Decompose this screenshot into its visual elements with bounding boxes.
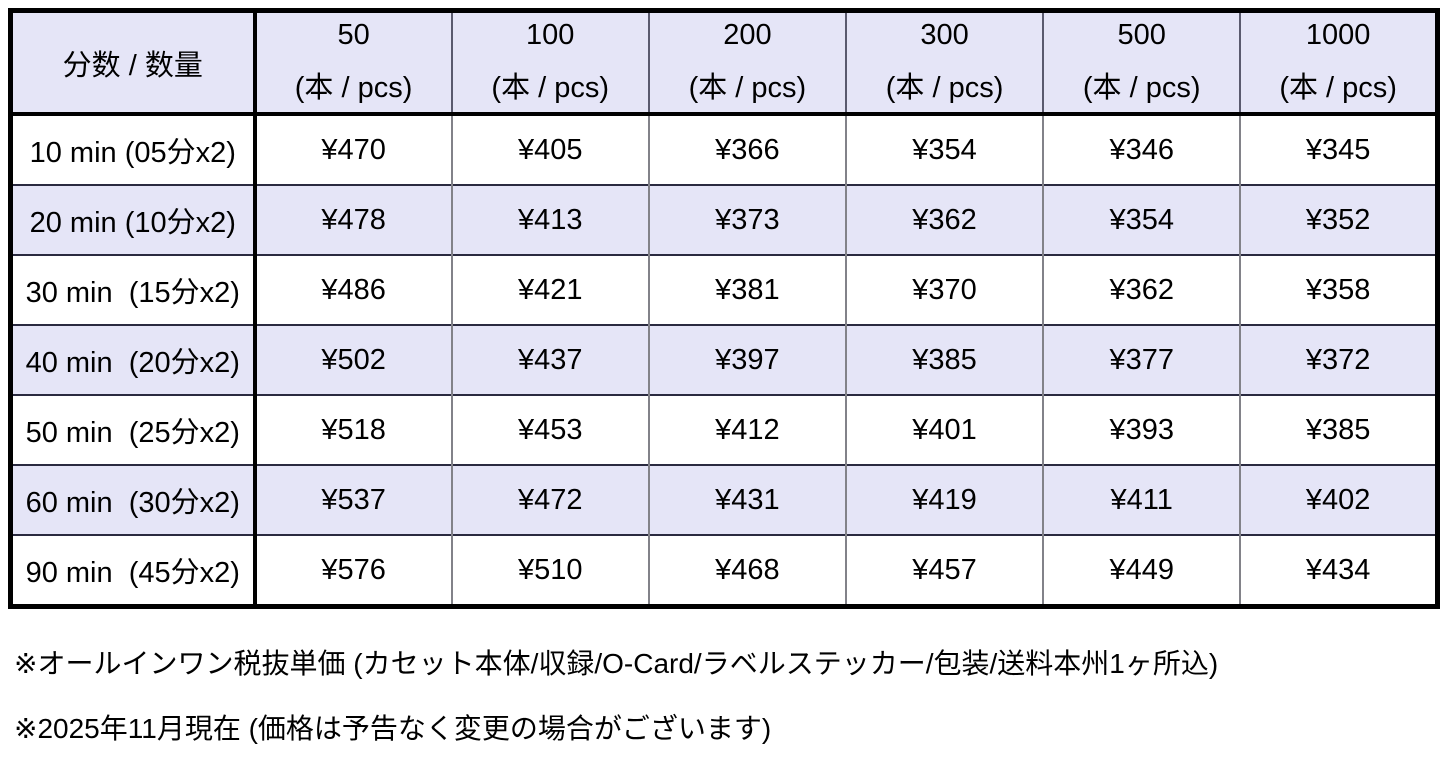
quantity-column-header: 1000 (本 / pcs): [1239, 10, 1438, 116]
table-row: 90 min (45分x2) ¥576 ¥510 ¥468 ¥457 ¥449 ¥434: [10, 534, 1438, 607]
price-cell: ¥358: [1239, 254, 1438, 325]
quantity-value: 500: [1117, 19, 1166, 51]
price-cell: ¥419: [844, 464, 1044, 535]
price-cell: ¥346: [1042, 113, 1241, 185]
price-cell: ¥457: [844, 534, 1044, 607]
price-cell: ¥537: [253, 464, 452, 535]
quantity-unit-label: (本 / pcs): [688, 72, 807, 104]
price-cell: ¥393: [1042, 394, 1241, 465]
quantity-column-header: 500 (本 / pcs): [1042, 10, 1241, 116]
price-cell: ¥437: [450, 324, 649, 395]
table-row: 10 min (05分x2) ¥470 ¥405 ¥366 ¥354 ¥346 ¥345: [10, 113, 1438, 185]
duration-label: 30 min (15分x2): [10, 254, 257, 325]
price-cell: ¥486: [253, 254, 452, 325]
price-cell: ¥421: [450, 254, 649, 325]
table-row: 30 min (15分x2) ¥486 ¥421 ¥381 ¥370 ¥362 ¥358: [10, 254, 1438, 325]
price-cell: ¥354: [1042, 184, 1241, 255]
quantity-value: 50: [337, 19, 370, 51]
footnote-price-date: ※2025年11月現在 (価格は予告なく変更の場合がございます): [14, 713, 772, 744]
price-cell: ¥385: [844, 324, 1044, 395]
price-cell: ¥412: [647, 394, 846, 465]
price-cell: ¥377: [1042, 324, 1241, 395]
price-cell: ¥345: [1239, 113, 1438, 185]
quantity-value: 300: [920, 19, 969, 51]
table-row: 20 min (10分x2) ¥478 ¥413 ¥373 ¥362 ¥354 ¥352: [10, 184, 1438, 255]
footnotes: ※オールインワン税抜単価 (カセット本体/収録/O-Card/ラベルステッカー/…: [14, 646, 1218, 747]
price-cell: ¥431: [647, 464, 846, 535]
price-cell: ¥453: [450, 394, 649, 465]
quantity-unit-label: (本 / pcs): [491, 72, 610, 104]
price-cell: ¥468: [647, 534, 846, 607]
price-cell: ¥510: [450, 534, 649, 607]
price-cell: ¥362: [1042, 254, 1241, 325]
quantity-value: 100: [526, 19, 575, 51]
quantity-column-header: 50 (本 / pcs): [253, 10, 452, 116]
table-body: 10 min (05分x2) ¥470 ¥405 ¥366 ¥354 ¥346 ¥345 20…: [10, 113, 1438, 607]
price-cell: ¥370: [844, 254, 1044, 325]
quantity-value: 1000: [1305, 19, 1371, 51]
quantity-column-header: 300 (本 / pcs): [844, 10, 1044, 116]
quantity-column-header: 200 (本 / pcs): [647, 10, 846, 116]
header-row: 分数 / 数量 50 (本 / pcs) 100 (本 / pcs) 200 (本 / pc…: [10, 10, 1438, 116]
price-cell: ¥449: [1042, 534, 1241, 607]
footnote-pricing-terms: ※オールインワン税抜単価 (カセット本体/収録/O-Card/ラベルステッカー/…: [14, 648, 1219, 679]
price-cell: ¥478: [253, 184, 452, 255]
duration-label: 60 min (30分x2): [10, 464, 257, 535]
price-cell: ¥518: [253, 394, 452, 465]
price-cell: ¥405: [450, 113, 649, 185]
table-row: 50 min (25分x2) ¥518 ¥453 ¥412 ¥401 ¥393 ¥385: [10, 394, 1438, 465]
duration-label: 90 min (45分x2): [10, 534, 257, 607]
price-cell: ¥366: [647, 113, 846, 185]
quantity-unit-label: (本 / pcs): [885, 72, 1004, 104]
duration-label: 10 min (05分x2): [10, 113, 257, 185]
price-cell: ¥576: [253, 534, 452, 607]
price-cell: ¥470: [253, 113, 452, 185]
corner-header-label: 分数 / 数量: [10, 10, 257, 116]
price-cell: ¥385: [1239, 394, 1438, 465]
price-cell: ¥362: [844, 184, 1044, 255]
table-row: 60 min (30分x2) ¥537 ¥472 ¥431 ¥419 ¥411 ¥402: [10, 464, 1438, 535]
quantity-unit-label: (本 / pcs): [1082, 72, 1201, 104]
duration-label: 50 min (25分x2): [10, 394, 257, 465]
price-cell: ¥413: [450, 184, 649, 255]
duration-label: 20 min (10分x2): [10, 184, 257, 255]
quantity-unit-label: (本 / pcs): [294, 72, 413, 104]
price-cell: ¥502: [253, 324, 452, 395]
price-cell: ¥381: [647, 254, 846, 325]
quantity-unit-label: (本 / pcs): [1279, 72, 1397, 104]
price-cell: ¥472: [450, 464, 649, 535]
quantity-value: 200: [723, 19, 772, 51]
price-cell: ¥402: [1239, 464, 1438, 535]
price-cell: ¥373: [647, 184, 846, 255]
table-header: 分数 / 数量 50 (本 / pcs) 100 (本 / pcs) 200 (本 / pc…: [10, 10, 1438, 116]
price-table: 分数 / 数量 50 (本 / pcs) 100 (本 / pcs) 200 (本 / pc…: [8, 8, 1440, 609]
price-cell: ¥397: [647, 324, 846, 395]
price-cell: ¥372: [1239, 324, 1438, 395]
price-cell: ¥352: [1239, 184, 1438, 255]
price-cell: ¥401: [844, 394, 1044, 465]
duration-label: 40 min (20分x2): [10, 324, 257, 395]
price-cell: ¥434: [1239, 534, 1438, 607]
price-cell: ¥411: [1042, 464, 1241, 535]
price-cell: ¥354: [844, 113, 1044, 185]
quantity-column-header: 100 (本 / pcs): [450, 10, 649, 116]
table-row: 40 min (20分x2) ¥502 ¥437 ¥397 ¥385 ¥377 ¥372: [10, 324, 1438, 395]
